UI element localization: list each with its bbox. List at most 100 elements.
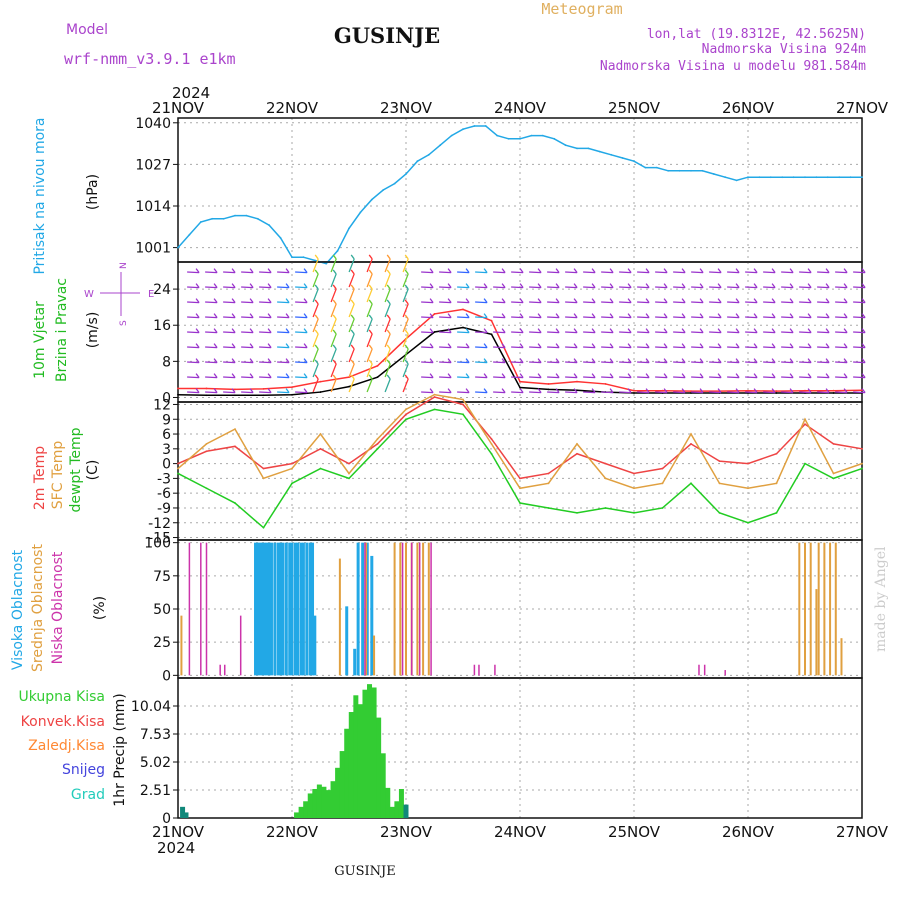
data-point-temperature-1-6	[348, 472, 350, 475]
wind-barb-0-5	[277, 271, 290, 274]
wind-barb-5-11	[384, 333, 391, 348]
wind-barb-flag-7-36	[843, 373, 848, 378]
wind-barb-5-1	[205, 346, 218, 349]
wind-barb-6-6	[295, 361, 308, 364]
wind-barb-flag-1-35	[825, 283, 830, 288]
wind-barb-flag-0-24	[627, 268, 632, 273]
data-point-pressure-0-41	[644, 166, 647, 169]
compass-n: N	[119, 262, 129, 269]
wind-barb-flag-3-3	[249, 313, 254, 318]
wind-barb-2-11	[384, 288, 391, 303]
wind-barb-3-25	[637, 316, 650, 319]
cloud-bar-mid-17	[829, 542, 832, 676]
wind-barb-flag-5-15	[465, 343, 470, 348]
wind-barb-2-22	[583, 301, 596, 304]
wind-barb-flag-3-28	[699, 313, 704, 318]
data-point-wind-0-0	[177, 393, 179, 396]
wind-barb-flag-3-19	[537, 313, 542, 318]
cloud-bar-high-12	[284, 542, 288, 676]
meteogram-label: Meteogram	[541, 0, 622, 18]
wind-barb-7-28	[691, 376, 704, 379]
cloud-bar-high-11	[281, 542, 285, 676]
wind-barb-flag-0-23	[609, 268, 614, 273]
data-point-pressure-0-3	[211, 217, 214, 220]
legend-precip-2: Zaledj.Kisa	[28, 738, 105, 754]
wind-barb-flag-6-29	[717, 358, 722, 363]
wind-barb-6-7	[312, 348, 319, 363]
wind-barb-1-34	[799, 286, 812, 289]
wind-barb-flag-6-28	[699, 358, 704, 363]
data-point-wind-1-5	[319, 380, 322, 383]
compass-s: S	[119, 320, 129, 326]
wind-barb-0-26	[655, 271, 668, 274]
wind-barb-flag-4-29	[717, 328, 722, 333]
wind-barb-flag-8-33	[789, 388, 794, 393]
wind-barb-3-22	[583, 316, 596, 319]
data-point-temperature-0-2	[234, 445, 236, 448]
data-point-wind-1-17	[661, 389, 664, 392]
wind-barb-5-15	[457, 346, 470, 349]
wind-barb-5-33	[781, 346, 794, 349]
wind-barb-flag-0-19	[537, 268, 542, 273]
data-point-pressure-0-33	[553, 137, 556, 140]
data-point-temperature-1-15	[604, 477, 607, 480]
data-point-wind-0-12	[519, 386, 521, 389]
wind-barb-2-28	[691, 301, 704, 304]
wind-barb-8-12	[402, 378, 409, 393]
ytick-label-temperature-0: 12	[153, 397, 171, 413]
ytick-label-wind-1: 8	[162, 354, 171, 370]
data-point-pressure-0-34	[564, 144, 567, 147]
wind-barb-flag-3-17	[501, 313, 506, 318]
wind-barb-flag-1-0	[195, 283, 200, 288]
wind-barb-2-19	[529, 301, 542, 304]
data-point-temperature-0-20	[747, 462, 749, 465]
wind-barb-flag-1-10	[368, 269, 373, 275]
wind-barb-flag-5-16	[483, 343, 488, 348]
wind-barb-flag-8-37	[861, 388, 866, 393]
wind-barb-flag-2-8	[332, 284, 337, 290]
wind-barb-flag-5-23	[609, 343, 614, 348]
data-point-pressure-0-54	[792, 176, 795, 179]
wind-barb-flag-0-18	[519, 268, 524, 273]
ytick-label-pressure-3: 1040	[135, 116, 171, 132]
data-point-pressure-0-38	[610, 153, 613, 156]
wind-barb-5-18	[511, 346, 524, 349]
wind-barb-1-12	[402, 273, 409, 288]
ytick-label-temperature-5: -3	[157, 471, 171, 487]
wind-barb-8-20	[547, 391, 560, 394]
wind-barb-flag-0-30	[735, 268, 740, 273]
wind-barb-flag-0-8	[332, 254, 337, 260]
data-point-pressure-0-0	[177, 246, 179, 249]
wind-barb-6-26	[655, 361, 668, 364]
wind-barb-flag-1-1	[213, 283, 218, 288]
wind-barb-8-19	[529, 391, 542, 394]
wind-barb-2-24	[619, 301, 632, 304]
wind-barb-flag-6-2	[231, 358, 236, 363]
wind-barb-flag-6-31	[753, 358, 758, 363]
wind-barb-5-13	[421, 346, 434, 349]
wind-barb-flag-3-32	[771, 313, 776, 318]
cloud-bar-low-6	[364, 542, 366, 676]
wind-barb-1-1	[205, 286, 218, 289]
wind-barb-flag-2-35	[825, 298, 830, 303]
data-point-pressure-0-44	[678, 169, 681, 172]
wind-barb-flag-1-37	[861, 283, 866, 288]
wind-barb-flag-6-35	[825, 358, 830, 363]
data-point-temperature-2-11	[490, 452, 493, 455]
cloud-bar-mid-3	[373, 635, 376, 676]
wind-barb-5-19	[529, 346, 542, 349]
data-point-wind-0-7	[376, 376, 379, 379]
wind-barb-8-10	[366, 378, 373, 393]
wind-barb-8-16	[475, 391, 488, 394]
date-tick-bottom-0: 21NOV	[152, 823, 205, 841]
wind-barb-6-30	[727, 361, 740, 364]
data-point-pressure-0-14	[336, 249, 339, 252]
wind-barb-8-31	[745, 391, 758, 394]
wind-barb-5-22	[583, 346, 596, 349]
wind-barb-flag-4-5	[285, 328, 290, 333]
wind-barb-flag-3-4	[267, 313, 272, 318]
wind-barb-flag-8-5	[285, 388, 290, 393]
wind-barb-5-21	[565, 346, 578, 349]
wind-barb-flag-8-30	[735, 388, 740, 393]
data-point-pressure-0-22	[427, 153, 430, 156]
